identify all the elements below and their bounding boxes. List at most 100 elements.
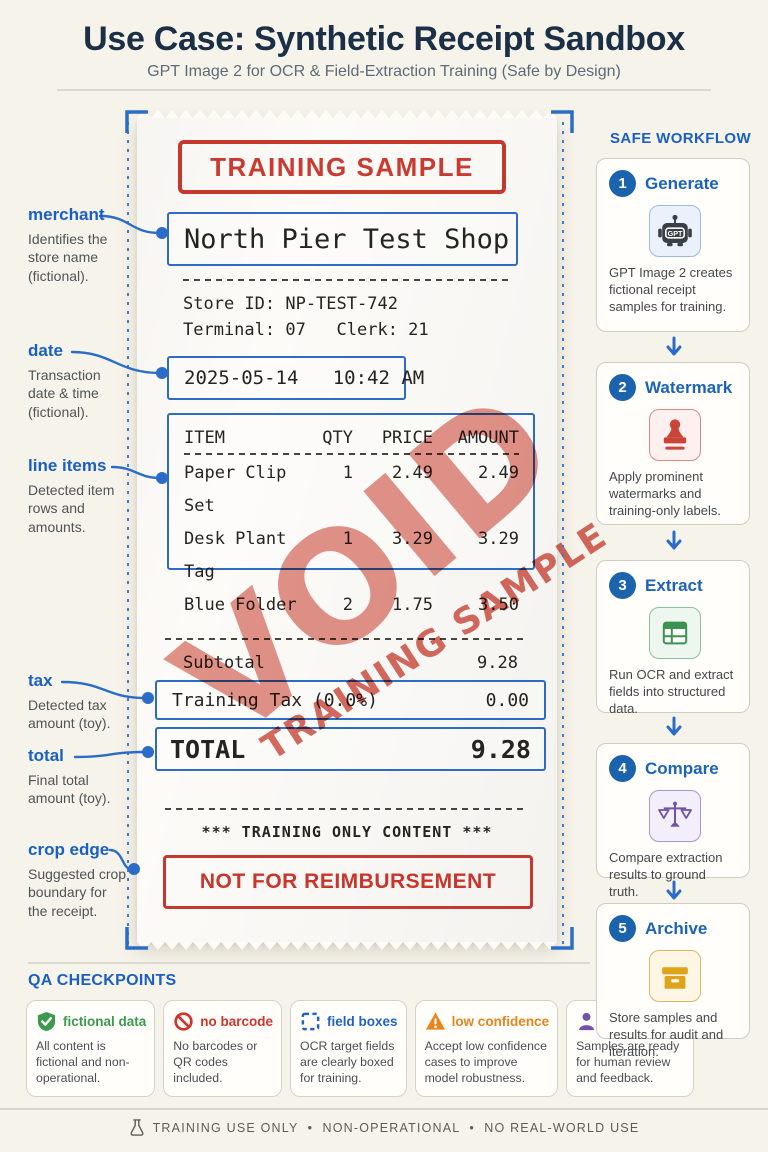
table-icon	[649, 607, 701, 659]
qa-card-header: field boxes	[300, 1011, 398, 1032]
shield-check-icon	[37, 1011, 56, 1032]
qa-card-desc: OCR target fields are clearly boxed for …	[300, 1039, 395, 1085]
no-sign-icon	[174, 1012, 193, 1031]
header-divider	[57, 89, 711, 91]
qa-card-desc: Samples are ready for human review and f…	[576, 1039, 680, 1085]
annotation-desc: Detected item rows and amounts.	[28, 482, 115, 535]
qa-divider	[28, 962, 590, 964]
arrow-down-icon	[666, 716, 682, 736]
step-header: 1 Generate	[609, 170, 739, 197]
qa-heading: QA CHECKPOINTS	[28, 972, 177, 989]
transaction-datetime: 2025-05-14 10:42 AM	[184, 367, 425, 389]
qa-card-field-boxes: field boxes OCR target fields are clearl…	[290, 1000, 407, 1097]
workflow-heading: SAFE WORKFLOW	[610, 130, 752, 147]
total-label: TOTAL	[170, 734, 246, 764]
qa-card-desc: No barcodes or QR codes included.	[173, 1039, 258, 1085]
qa-card-title: field boxes	[327, 1014, 398, 1029]
annotation-desc: Detected tax amount (toy).	[28, 697, 111, 732]
col-price: PRICE	[381, 428, 433, 448]
annotation-label: merchant	[28, 205, 105, 224]
annotation-tax: tax Detected tax amount (toy).	[28, 671, 128, 733]
step-title: Extract	[645, 575, 703, 595]
annotation-label: crop edge	[28, 840, 110, 859]
receipt: TRAINING SAMPLE North Pier Test Shop Sto…	[137, 110, 615, 950]
annotation-crop-edge: crop edge Suggested crop boundary for th…	[28, 840, 128, 920]
receipt-torn-edge-top	[137, 110, 557, 118]
robot-gpt-icon: GPT	[649, 205, 701, 257]
annotation-desc: Suggested crop boundary for the receipt.	[28, 866, 127, 919]
annotation-label: line items	[28, 456, 107, 475]
step-number-badge: 3	[609, 572, 636, 599]
step-desc: GPT Image 2 creates fictional receipt sa…	[609, 265, 733, 315]
date-field-box: 2025-05-14 10:42 AM	[167, 356, 424, 400]
annotation-total: total Final total amount (toy).	[28, 746, 128, 808]
qa-card-title: no barcode	[200, 1014, 274, 1029]
merchant-field-box: North Pier Test Shop	[167, 212, 518, 266]
training-sample-stamp: TRAINING SAMPLE	[178, 140, 506, 194]
archive-box-icon	[649, 950, 701, 1002]
workflow-step-generate: 1 Generate GPT GPT Image 2 creates ficti…	[596, 158, 750, 332]
annotation-merchant: merchant Identifies the store name (fict…	[28, 205, 128, 285]
tax-value: 0.00	[485, 689, 529, 711]
item-amount: 3.29	[478, 529, 519, 549]
training-only-note: *** TRAINING ONLY CONTENT ***	[201, 823, 493, 841]
qa-card-low-confidence: low confidence Accept low confidence cas…	[414, 1000, 559, 1097]
annotation-desc: Transaction date & time (fictional).	[28, 367, 101, 420]
total-value: 9.28	[470, 734, 531, 764]
col-amount: AMOUNT	[457, 428, 519, 448]
arrow-down-icon	[666, 336, 682, 356]
step-number-badge: 5	[609, 915, 636, 942]
qa-card-desc: Accept low confidence cases to improve m…	[424, 1039, 547, 1085]
workflow-step-watermark: 2 Watermark Apply prominent watermarks a…	[596, 362, 750, 525]
col-item: ITEM	[184, 428, 225, 448]
col-qty: QTY	[322, 428, 353, 448]
arrow-down-icon	[666, 530, 682, 550]
tax-field-box: Training Tax (0.0%) 0.00	[155, 680, 546, 720]
annotation-date: date Transaction date & time (fictional)…	[28, 341, 128, 421]
item-qty: 1	[342, 529, 353, 549]
workflow-step-archive: 5 Archive Store samples and results for …	[596, 903, 750, 1059]
step-number-badge: 4	[609, 755, 636, 782]
annotation-line-items: line items Detected item rows and amount…	[28, 456, 128, 536]
dashed-separator	[165, 808, 525, 810]
subtotal-value: 9.28	[477, 653, 518, 673]
stamp-icon	[649, 409, 701, 461]
footer-divider	[0, 1108, 768, 1110]
item-qty: 2	[342, 595, 353, 615]
step-number-badge: 2	[609, 374, 636, 401]
line-items-field-box: ITEM QTY PRICE AMOUNT Paper Clip Set 1 2…	[167, 413, 535, 615]
not-for-reimbursement-stamp: NOT FOR REIMBURSEMENT	[163, 855, 533, 909]
qa-card-title: low confidence	[451, 1014, 550, 1029]
svg-text:GPT: GPT	[668, 229, 683, 238]
dashed-box-icon	[301, 1012, 320, 1031]
workflow-step-compare: 4 Compare Compare extraction results to …	[596, 743, 750, 899]
merchant-name: North Pier Test Shop	[184, 223, 510, 255]
qa-card-header: no barcode	[173, 1011, 273, 1032]
item-price: 1.75	[392, 595, 433, 615]
step-desc: Apply prominent watermarks and training-…	[609, 469, 722, 519]
annotation-label: tax	[28, 671, 53, 690]
dashed-separator	[184, 453, 519, 455]
qa-checkpoints-row: fictional data All content is fictional …	[26, 1000, 694, 1097]
dashed-separator	[183, 279, 511, 281]
step-title: Archive	[645, 918, 708, 938]
arrow-down-icon	[666, 880, 682, 900]
annotation-desc: Identifies the store name (fictional).	[28, 231, 108, 284]
person-icon	[579, 1012, 595, 1031]
qa-card-header: fictional data	[36, 1011, 146, 1032]
scales-icon	[649, 790, 701, 842]
step-header: 2 Watermark	[609, 374, 739, 401]
item-row: Blue Folder 2 1.75 3.50	[184, 589, 519, 622]
step-number-badge: 1	[609, 170, 636, 197]
item-amount: 2.49	[478, 463, 519, 483]
step-desc: Run OCR and extract fields into structur…	[609, 667, 734, 717]
dashed-separator	[165, 638, 525, 640]
item-name: Blue Folder	[184, 595, 297, 615]
terminal-clerk-line: Terminal: 07 Clerk: 21	[183, 320, 429, 340]
page-subtitle: GPT Image 2 for OCR & Field-Extraction T…	[147, 63, 621, 80]
item-name: Paper Clip Set	[184, 463, 287, 516]
qa-card-header: low confidence	[425, 1011, 550, 1032]
items-header-row: ITEM QTY PRICE AMOUNT	[184, 426, 519, 450]
item-price: 3.29	[392, 529, 433, 549]
flask-icon	[130, 1119, 144, 1136]
